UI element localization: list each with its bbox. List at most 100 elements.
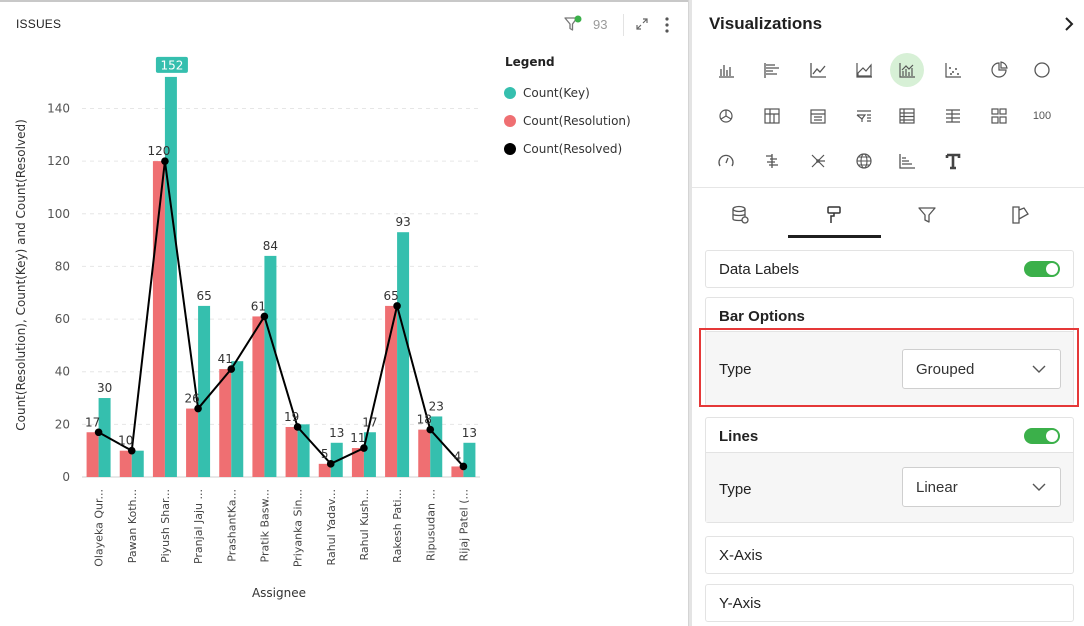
text-icon[interactable] — [936, 144, 970, 178]
x-tick-label: Rijaj Patel (... — [457, 489, 470, 561]
format-tab[interactable] — [788, 192, 880, 238]
area-chart-icon[interactable] — [847, 53, 881, 87]
lines-toggle[interactable] — [1024, 428, 1060, 444]
network-icon[interactable] — [801, 144, 835, 178]
filter-list-icon[interactable] — [847, 99, 881, 133]
horizontal-bar-icon[interactable] — [755, 53, 789, 87]
scatter-icon[interactable] — [936, 53, 970, 87]
bar-resolution[interactable] — [418, 429, 431, 477]
active-tab-indicator — [788, 235, 881, 238]
bar-resolution[interactable] — [318, 463, 331, 477]
legend-item-label[interactable]: Count(Key) — [523, 86, 590, 100]
waterfall-icon[interactable] — [755, 144, 789, 178]
table-alt-icon[interactable] — [801, 99, 835, 133]
gauge-icon[interactable] — [709, 144, 743, 178]
resolved-point[interactable] — [161, 157, 169, 165]
resolved-point[interactable] — [393, 302, 401, 310]
combo-chart-icon[interactable] — [890, 53, 924, 87]
step-chart-icon[interactable] — [890, 144, 924, 178]
lines-body: Type Linear — [706, 452, 1073, 522]
chart-panel: ISSUES 93 0 20 40 60 80 100 120 140 17 30 10 120 15… — [0, 0, 688, 600]
data-label-resolution: 41 — [218, 352, 233, 366]
y-axis-section[interactable]: Y-Axis — [705, 584, 1074, 622]
bar-key[interactable] — [397, 232, 410, 477]
data-label-key: 23 — [429, 399, 444, 413]
data-label-key: 152 — [160, 58, 183, 72]
bar-key[interactable] — [164, 76, 177, 477]
data-label-resolution: 26 — [184, 392, 199, 406]
bar-resolution[interactable] — [219, 369, 232, 477]
data-label-resolution: 5 — [321, 447, 329, 461]
bar-resolution[interactable] — [86, 432, 99, 477]
grid-lines — [82, 107, 480, 478]
donut-icon[interactable] — [1025, 53, 1059, 87]
bar-key[interactable] — [131, 450, 144, 477]
list-icon[interactable] — [936, 99, 970, 133]
x-axis-section[interactable]: X-Axis — [705, 536, 1074, 574]
resolved-point[interactable] — [426, 425, 435, 434]
bar-resolution[interactable] — [186, 408, 199, 477]
number-icon-text: 100 — [1032, 110, 1052, 122]
bar-key[interactable] — [198, 305, 211, 477]
style-tab[interactable] — [974, 192, 1066, 238]
data-label-resolution: 61 — [251, 299, 266, 313]
data-labels-section: Data Labels — [705, 250, 1074, 288]
globe-icon[interactable] — [847, 144, 881, 178]
pivot-icon[interactable] — [755, 99, 789, 133]
resolved-point[interactable] — [360, 444, 368, 452]
y-tick-label: 40 — [55, 365, 70, 379]
data-tab[interactable] — [694, 192, 786, 238]
resolved-point[interactable] — [326, 460, 335, 468]
x-tick-label: PrashantKa... — [225, 489, 238, 562]
bar-key[interactable] — [264, 255, 277, 477]
bar-resolution[interactable] — [252, 316, 265, 477]
funnel-pie-icon[interactable] — [709, 99, 743, 133]
bar-key[interactable] — [98, 398, 111, 477]
filter-icon[interactable] — [563, 15, 583, 33]
bar-resolution[interactable] — [285, 426, 298, 477]
bar-type-label: Type — [719, 361, 752, 378]
kebab-menu-icon[interactable] — [661, 16, 673, 34]
bar-key[interactable] — [363, 432, 376, 477]
chevron-right-icon[interactable] — [1062, 14, 1076, 34]
x-axis-label: X-Axis — [719, 547, 763, 564]
bar-chart-icon[interactable] — [709, 53, 743, 87]
table-icon[interactable] — [890, 99, 924, 133]
bar-key[interactable] — [463, 442, 476, 477]
resolved-point[interactable] — [194, 404, 202, 413]
expand-icon[interactable] — [635, 17, 649, 31]
resolved-point[interactable] — [260, 312, 269, 321]
resolved-point[interactable] — [127, 446, 136, 455]
line-type-select[interactable]: Linear — [902, 467, 1061, 507]
pie-icon[interactable] — [982, 53, 1016, 87]
resolved-point[interactable] — [94, 428, 103, 437]
bar-resolution[interactable] — [451, 466, 464, 477]
resolved-line — [94, 157, 468, 471]
legend-item-label[interactable]: Count(Resolution) — [523, 114, 631, 128]
bar-resolution[interactable] — [351, 448, 364, 477]
data-label-key: 84 — [263, 239, 278, 253]
filter-tab[interactable] — [881, 192, 973, 238]
number-icon[interactable]: 100 — [1025, 99, 1059, 133]
combo-chart: 0 20 40 60 80 100 120 140 17 30 10 120 152 26 65 41 61 8… — [14, 55, 631, 600]
bar-key[interactable] — [231, 361, 244, 477]
resolved-point[interactable] — [293, 423, 302, 431]
y-axis-label-item: Y-Axis — [719, 595, 761, 612]
line-chart-icon[interactable] — [801, 53, 835, 87]
legend-item-label[interactable]: Count(Resolved) — [523, 142, 622, 156]
bar-type-select[interactable]: Grouped — [902, 349, 1061, 389]
y-tick-label: 80 — [55, 259, 70, 273]
panel-splitter[interactable] — [688, 0, 692, 626]
bar-key[interactable] — [430, 416, 443, 477]
x-axis: Olayeka Qur... Pawan Koth... Piyush Shar..… — [93, 489, 471, 567]
tiles-icon[interactable] — [982, 99, 1016, 133]
lines-label: Lines — [719, 428, 759, 445]
data-labels-toggle[interactable] — [1024, 261, 1060, 277]
x-tick-label: Pawan Koth... — [126, 489, 139, 563]
y-axis: 0 20 40 60 80 100 120 140 — [47, 101, 70, 484]
data-label-resolution: 65 — [383, 289, 398, 303]
bar-resolution[interactable] — [119, 450, 132, 477]
resolved-point[interactable] — [227, 365, 236, 373]
legend[interactable]: Legend Count(Key) Count(Resolution) Count(… — [504, 55, 631, 156]
resolved-point[interactable] — [459, 462, 468, 471]
